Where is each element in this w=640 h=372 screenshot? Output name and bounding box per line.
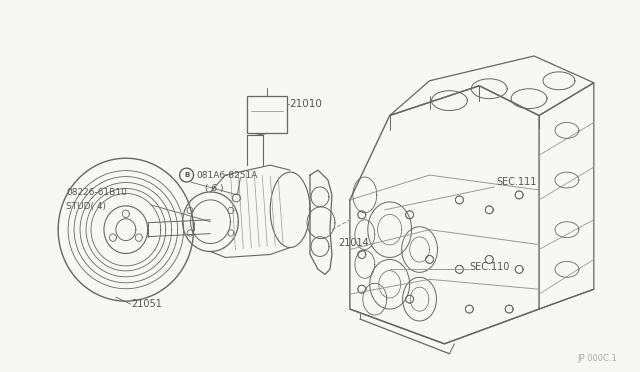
Polygon shape [426,256,433,263]
Polygon shape [358,250,366,259]
Text: 081A6-8251A: 081A6-8251A [196,171,258,180]
Polygon shape [456,265,463,273]
Polygon shape [358,285,366,293]
Polygon shape [465,305,474,313]
Text: SEC.110: SEC.110 [469,262,509,272]
Text: STUD( 4): STUD( 4) [66,202,106,211]
Text: ( 6 ): ( 6 ) [205,185,223,193]
Text: B: B [184,172,189,178]
Polygon shape [515,191,523,199]
Polygon shape [485,206,493,214]
Polygon shape [505,305,513,313]
Polygon shape [358,211,366,219]
Text: 08226-61B10: 08226-61B10 [66,189,127,198]
Text: 21014: 21014 [338,238,369,248]
Text: JP 000C.1: JP 000C.1 [577,354,617,363]
Polygon shape [456,196,463,204]
Bar [247,96,287,134]
Polygon shape [406,211,413,219]
Text: 21010: 21010 [289,99,322,109]
Polygon shape [485,256,493,263]
Text: SEC.111: SEC.111 [496,177,536,187]
Polygon shape [406,295,413,303]
Text: 21051: 21051 [131,299,162,309]
Polygon shape [515,265,523,273]
